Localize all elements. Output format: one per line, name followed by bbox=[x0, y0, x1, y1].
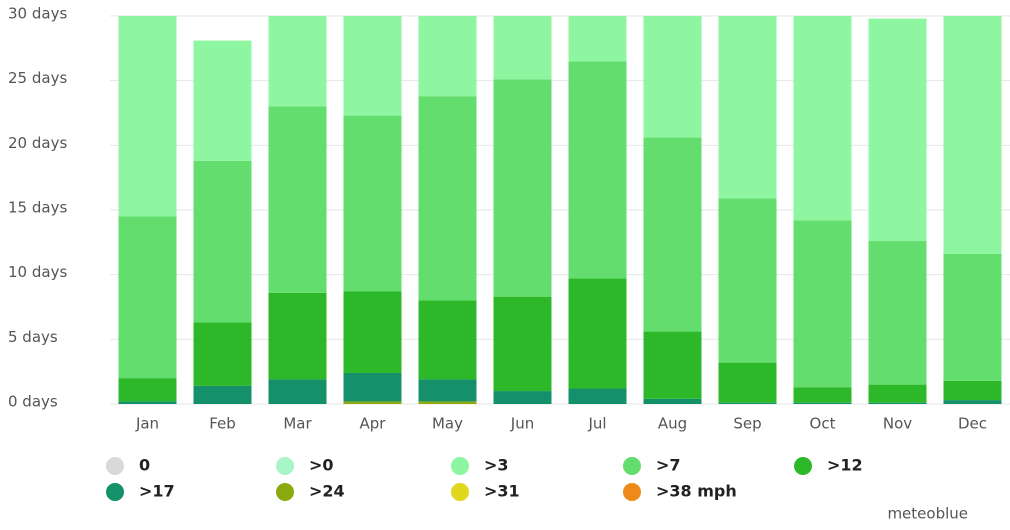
bar-segment bbox=[793, 402, 852, 404]
legend-label: >38 mph bbox=[656, 482, 737, 501]
legend-label: >7 bbox=[656, 456, 681, 475]
bar-segment bbox=[493, 391, 552, 404]
bar-segment bbox=[718, 198, 777, 363]
legend-marker bbox=[623, 457, 641, 475]
x-tick-label: Feb bbox=[209, 415, 236, 433]
legend-label: >3 bbox=[484, 456, 509, 475]
bar-segment bbox=[493, 16, 552, 80]
bar-segment bbox=[718, 402, 777, 404]
legend-marker bbox=[276, 483, 294, 501]
bar-segment bbox=[118, 378, 177, 402]
x-tick-label: Jan bbox=[135, 415, 159, 433]
bar-segment bbox=[268, 106, 327, 293]
bar-segment bbox=[418, 379, 477, 402]
x-tick-label: Aug bbox=[658, 415, 687, 433]
legend-marker bbox=[106, 457, 124, 475]
legend-label: >24 bbox=[309, 482, 345, 501]
bar-segment bbox=[418, 300, 477, 380]
y-tick-label: 20 days bbox=[8, 134, 67, 152]
legend-marker bbox=[451, 457, 469, 475]
bar-segment bbox=[193, 40, 252, 161]
bar-segment bbox=[943, 253, 1002, 381]
legend-label: >12 bbox=[827, 456, 863, 475]
bar-segment bbox=[268, 379, 327, 404]
y-tick-label: 0 days bbox=[8, 393, 58, 411]
bar-segment bbox=[268, 292, 327, 380]
bar-segment bbox=[418, 16, 477, 97]
legend-label: 0 bbox=[139, 456, 150, 475]
legend-label: >31 bbox=[484, 482, 520, 501]
legend-marker bbox=[451, 483, 469, 501]
bar-segment bbox=[343, 115, 402, 292]
bar-segment bbox=[493, 79, 552, 297]
legend-label: >0 bbox=[309, 456, 334, 475]
y-tick-label: 15 days bbox=[8, 199, 67, 217]
bar-segment bbox=[868, 402, 927, 404]
y-tick-label: 30 days bbox=[8, 5, 67, 23]
bar-segment bbox=[343, 401, 402, 404]
bar-segment bbox=[718, 362, 777, 403]
bar-segment bbox=[643, 137, 702, 332]
grid: 0 days 5 days 10 days 15 days 20 days 25 days… bbox=[8, 5, 1010, 411]
bar-segment bbox=[643, 16, 702, 138]
legend-marker bbox=[794, 457, 812, 475]
bar-segment bbox=[493, 296, 552, 392]
bar-segment bbox=[418, 96, 477, 301]
x-tick-label: Jul bbox=[587, 415, 606, 433]
bar-segment bbox=[793, 387, 852, 403]
y-tick-label: 25 days bbox=[8, 69, 67, 87]
bar-segment bbox=[118, 401, 177, 404]
bar-segment bbox=[568, 388, 627, 404]
bar-segment bbox=[568, 61, 627, 279]
x-tick-label: Sep bbox=[733, 415, 761, 433]
bar-segment bbox=[193, 322, 252, 386]
bars bbox=[118, 16, 1002, 404]
bar-segment bbox=[568, 16, 627, 62]
bar-segment bbox=[268, 16, 327, 107]
credit: meteoblue bbox=[887, 505, 968, 523]
bar-segment bbox=[193, 385, 252, 404]
bar-segment bbox=[118, 216, 177, 379]
bar-segment bbox=[418, 401, 477, 404]
legend-label: >17 bbox=[139, 482, 175, 501]
bar-segment bbox=[718, 16, 777, 199]
x-tick-label: Jun bbox=[510, 415, 534, 433]
bar-segment bbox=[643, 331, 702, 399]
bar-segment bbox=[643, 398, 702, 404]
bar-segment bbox=[868, 18, 927, 242]
x-tick-label: May bbox=[432, 415, 463, 433]
y-tick-label: 10 days bbox=[8, 263, 67, 281]
bar-segment bbox=[868, 384, 927, 403]
bar-segment bbox=[343, 372, 402, 402]
bar-segment bbox=[118, 16, 177, 217]
bar-segment bbox=[943, 16, 1002, 254]
bar-segment bbox=[193, 160, 252, 323]
bar-segment bbox=[343, 16, 402, 116]
bar-segment bbox=[568, 278, 627, 389]
legend-marker bbox=[276, 457, 294, 475]
y-tick-label: 5 days bbox=[8, 328, 58, 346]
x-tick-label: Dec bbox=[958, 415, 987, 433]
x-tick-label: Oct bbox=[810, 415, 836, 433]
bar-segment bbox=[943, 380, 1002, 401]
x-tick-label: Mar bbox=[283, 415, 312, 433]
bar-segment bbox=[868, 241, 927, 385]
bar-segment bbox=[943, 400, 1002, 404]
bar-segment bbox=[343, 291, 402, 373]
legend-marker bbox=[106, 483, 124, 501]
bar-segment bbox=[793, 220, 852, 388]
bar-segment bbox=[793, 16, 852, 221]
legend-marker bbox=[623, 483, 641, 501]
x-tick-label: Apr bbox=[360, 415, 387, 433]
x-tick-label: Nov bbox=[883, 415, 912, 433]
